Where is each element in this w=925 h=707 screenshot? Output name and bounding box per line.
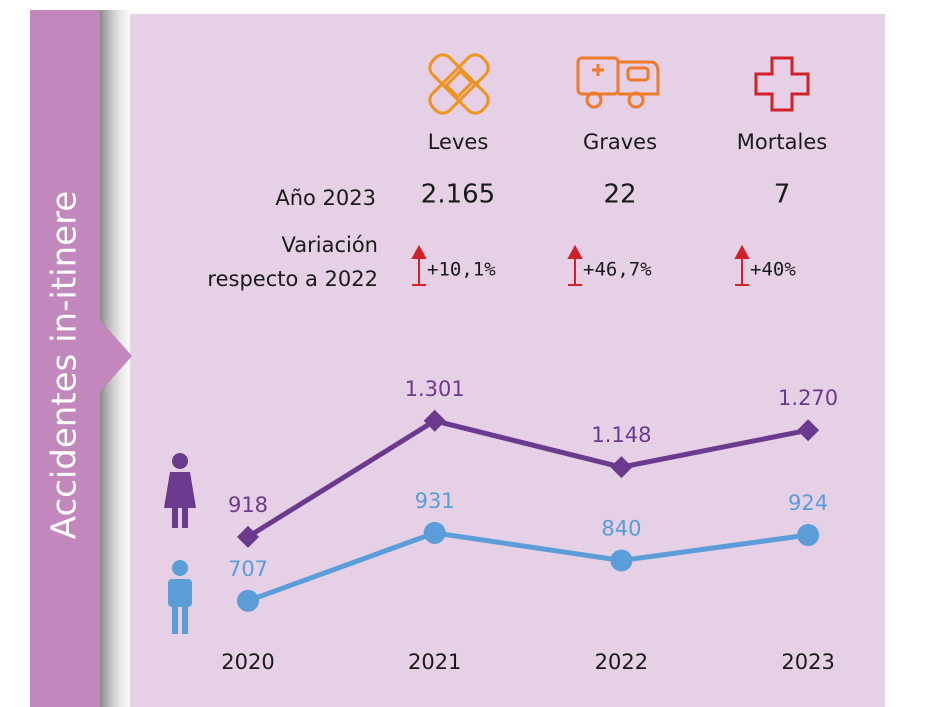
side-title: Accidentes in-itinere (45, 191, 85, 539)
sidebar (30, 10, 132, 707)
variation-label: respecto a 2022 (207, 267, 378, 291)
marker (423, 521, 446, 544)
column-header: Graves (583, 130, 657, 154)
variation-value: +40% (750, 259, 796, 281)
value-label: 840 (601, 516, 641, 540)
value-label: 1.148 (591, 423, 651, 447)
marker (797, 419, 820, 442)
bandage-icon (428, 53, 490, 115)
year-value: 2.165 (421, 180, 495, 210)
value-label: 918 (228, 493, 268, 517)
value-label: 924 (788, 491, 828, 515)
marker (237, 589, 259, 612)
year-value: 7 (774, 180, 791, 210)
column-header: Mortales (737, 130, 827, 154)
marker (610, 456, 633, 479)
x-tick-label: 2022 (595, 650, 648, 674)
ambulance-icon (576, 56, 660, 109)
year-label: Año 2023 (275, 186, 376, 210)
year-value: 22 (603, 180, 636, 210)
marker (423, 409, 446, 432)
marker (610, 549, 633, 572)
value-label: 931 (415, 489, 455, 513)
variation-label: Variación (282, 233, 378, 257)
value-label: 1.270 (778, 386, 838, 410)
panel (130, 14, 885, 707)
value-label: 707 (228, 557, 268, 581)
marker (797, 524, 820, 547)
x-tick-label: 2021 (408, 650, 461, 674)
series-line (247, 530, 809, 604)
marker (237, 525, 259, 548)
series-line (246, 418, 809, 539)
variation-value: +10,1% (427, 259, 496, 281)
up-arrows (411, 244, 750, 286)
variation-value: +46,7% (583, 259, 652, 281)
x-tick-label: 2020 (221, 650, 274, 674)
column-header: Leves (428, 130, 489, 154)
man-icon (168, 560, 192, 634)
x-tick-label: 2023 (781, 650, 834, 674)
woman-icon (164, 453, 196, 528)
value-label: 1.301 (405, 377, 465, 401)
cross-icon (754, 56, 810, 112)
